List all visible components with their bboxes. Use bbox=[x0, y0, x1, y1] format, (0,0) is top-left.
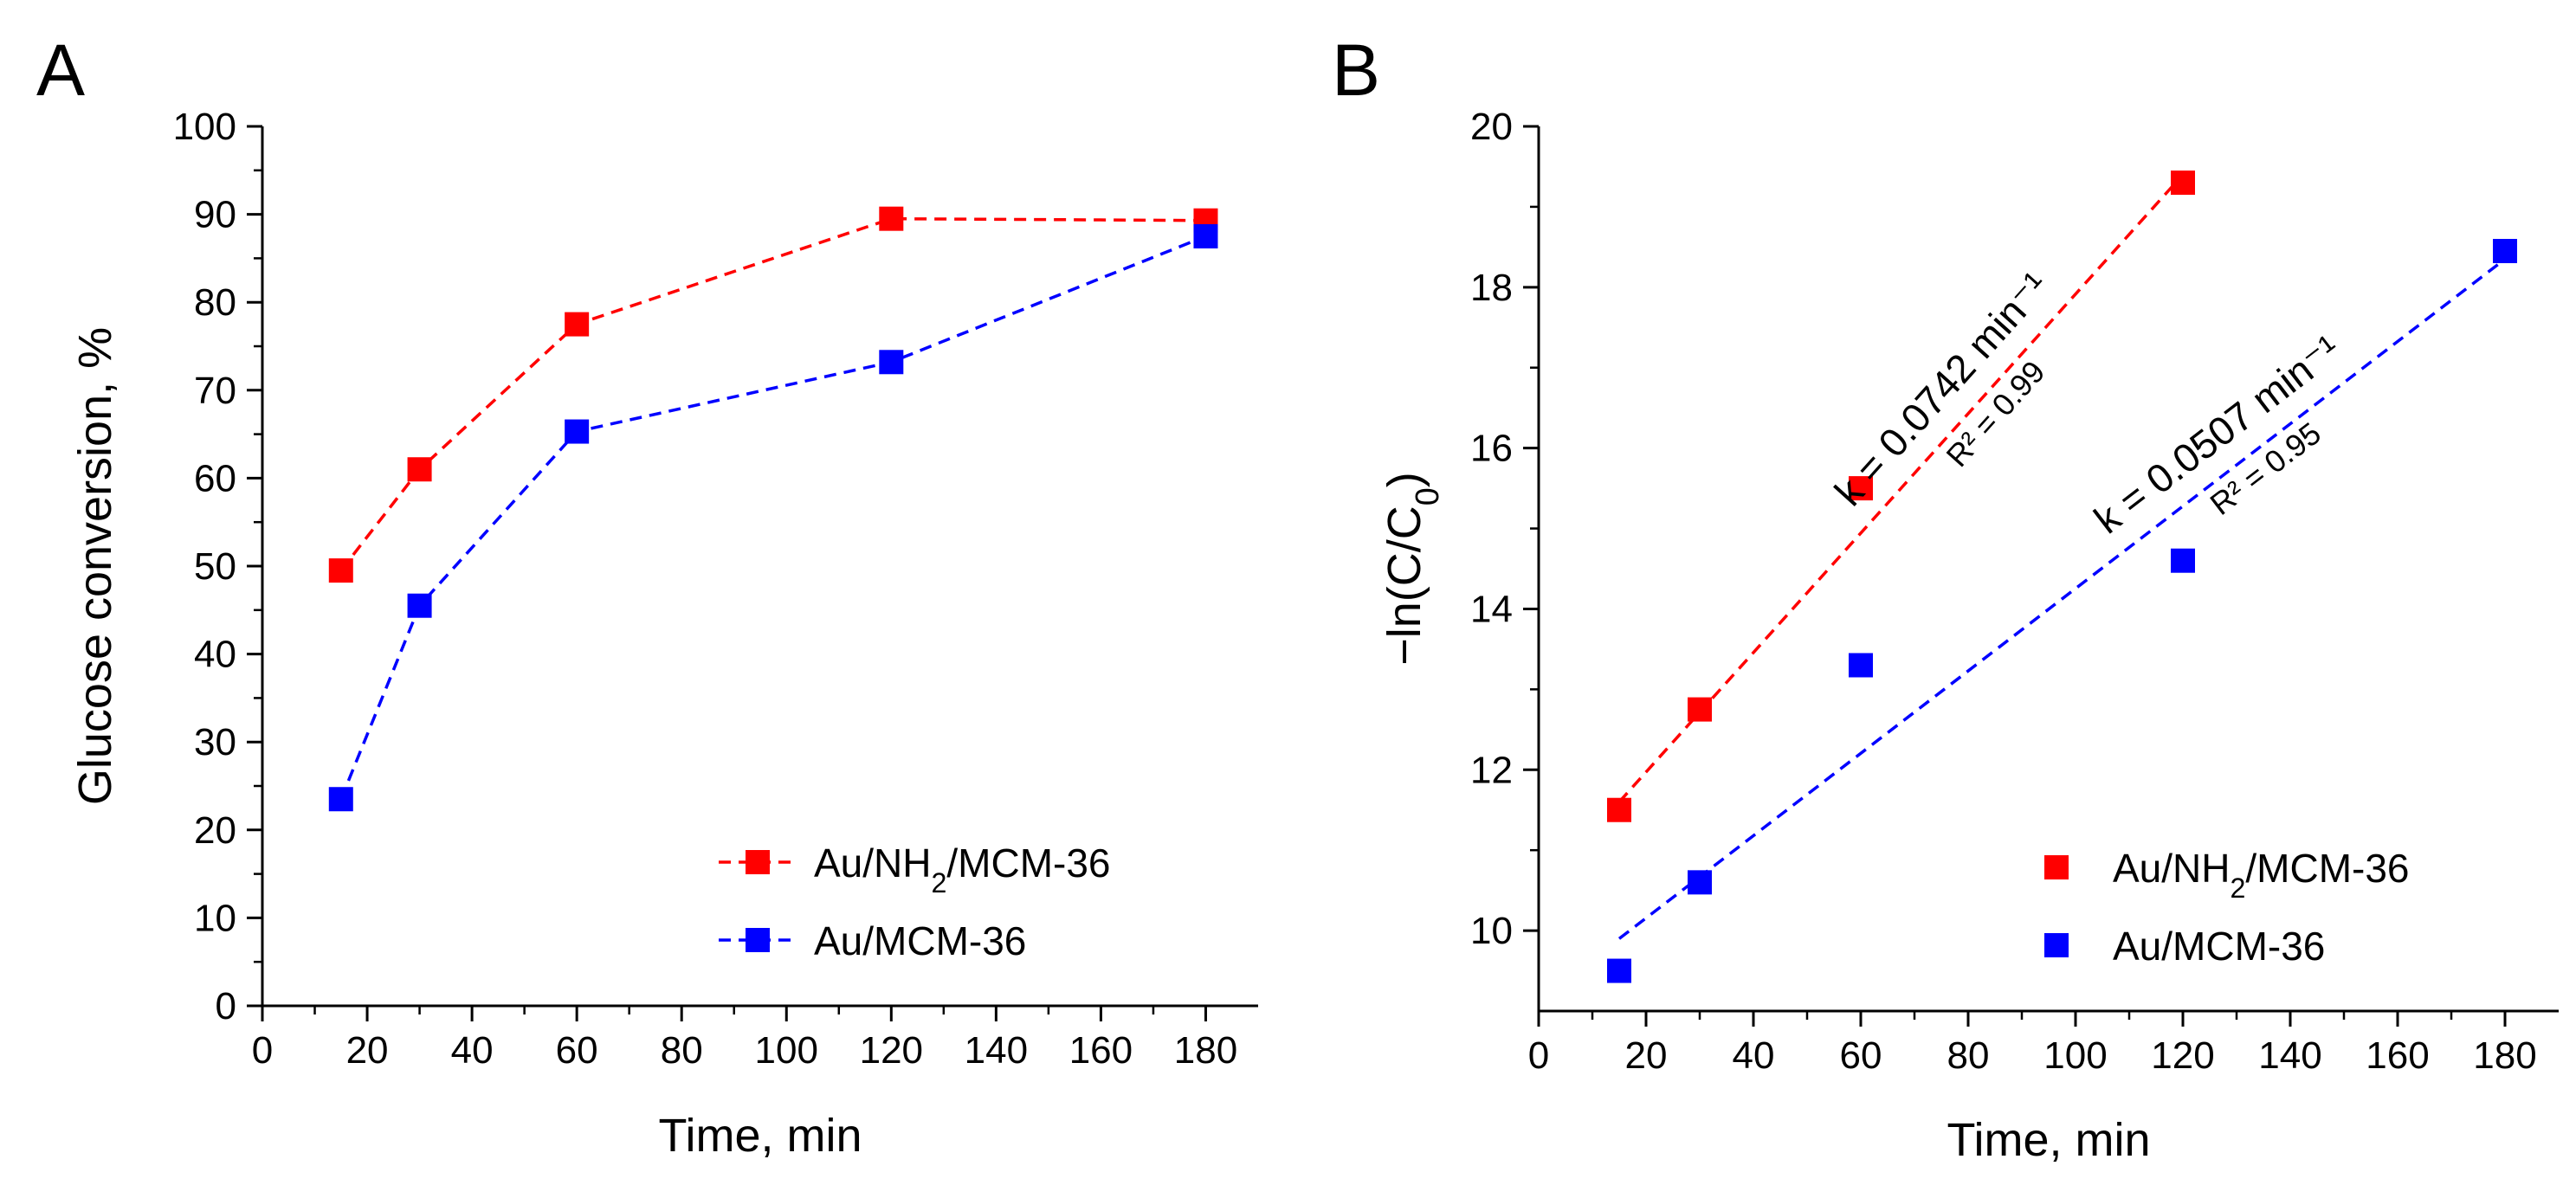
x-tick-label: 140 bbox=[965, 1029, 1028, 1072]
legend-label: Au/MCM-36 bbox=[814, 918, 1026, 963]
panel-b-chart: B 0 20 40 60 80 100 120 140 160 180 10 12 14 16 18 20 Tim… bbox=[1332, 29, 2559, 1166]
data-point bbox=[565, 312, 590, 337]
x-tick-label: 80 bbox=[1947, 1034, 1990, 1077]
data-point bbox=[1688, 697, 1712, 722]
x-tick-label: 120 bbox=[2151, 1034, 2214, 1077]
x-tick-label: 160 bbox=[2366, 1034, 2429, 1077]
legend: Au/NH2/MCM-36 Au/MCM-36 bbox=[2044, 846, 2410, 969]
y-tick-label: 0 bbox=[216, 985, 236, 1027]
legend: Au/NH2/MCM-36 Au/MCM-36 bbox=[719, 841, 1111, 963]
y-tick-label: 20 bbox=[194, 809, 236, 852]
y-tick-label: 30 bbox=[194, 721, 236, 763]
x-tick-label: 120 bbox=[860, 1029, 923, 1072]
series-2 bbox=[328, 224, 1218, 812]
x-axis-label: Time, min bbox=[658, 1110, 862, 1162]
panel-a-chart: A 0 20 40 60 80 100 120 140 160 180 0 10 20 30 40 50 60 70… bbox=[36, 29, 1258, 1162]
x-tick-label: 40 bbox=[1733, 1034, 1775, 1077]
y-tick-label: 10 bbox=[1470, 910, 1513, 952]
y-tick-label: 70 bbox=[194, 370, 236, 412]
x-tick-label: 20 bbox=[346, 1029, 389, 1072]
data-point bbox=[1193, 224, 1218, 248]
x-tick-label: 160 bbox=[1069, 1029, 1133, 1072]
fit-annotation: k = 0.0507 min⁻¹R² = 0.95 bbox=[2086, 326, 2348, 543]
y-tick-label: 40 bbox=[194, 634, 236, 676]
y-tick-label: 12 bbox=[1470, 749, 1513, 791]
x-tick-label: 180 bbox=[2473, 1034, 2536, 1077]
x-tick-label: 0 bbox=[252, 1029, 273, 1072]
series-line bbox=[339, 235, 1207, 800]
data-point bbox=[1607, 797, 1631, 822]
y-axis-label: −ln(C/C0) bbox=[1378, 472, 1446, 666]
y-tick-label: 50 bbox=[194, 545, 236, 588]
y-tick-label: 60 bbox=[194, 457, 236, 499]
data-point bbox=[407, 457, 432, 482]
data-point bbox=[565, 419, 590, 444]
legend-marker bbox=[2044, 855, 2069, 879]
x-axis-label: Time, min bbox=[1947, 1114, 2150, 1166]
data-point bbox=[1607, 958, 1631, 983]
y-tick-label: 100 bbox=[173, 106, 236, 148]
data-point bbox=[328, 558, 353, 583]
data-point bbox=[2171, 548, 2195, 573]
fit-line bbox=[1617, 257, 2507, 940]
series-line bbox=[339, 216, 1206, 572]
data-point bbox=[2493, 239, 2517, 264]
y-tick-label: 90 bbox=[194, 194, 236, 236]
data-point bbox=[407, 593, 432, 618]
x-tick-label: 60 bbox=[556, 1029, 598, 1072]
panel-letter: B bbox=[1332, 29, 1380, 111]
data-point bbox=[879, 350, 904, 375]
series-1 bbox=[328, 206, 1218, 583]
x-tick-label: 60 bbox=[1840, 1034, 1882, 1077]
y-tick-label: 10 bbox=[194, 897, 236, 939]
x-tick-label: 40 bbox=[451, 1029, 494, 1072]
x-tick-label: 180 bbox=[1174, 1029, 1237, 1072]
y-tick-label: 16 bbox=[1470, 428, 1513, 470]
legend-label: Au/NH2/MCM-36 bbox=[814, 841, 1111, 898]
x-tick-label: 100 bbox=[2043, 1034, 2107, 1077]
x-tick-label: 80 bbox=[661, 1029, 703, 1072]
x-tick-label: 0 bbox=[1528, 1034, 1549, 1077]
legend-label: Au/NH2/MCM-36 bbox=[2113, 846, 2410, 904]
y-tick-label: 18 bbox=[1470, 267, 1513, 309]
x-tick-label: 100 bbox=[755, 1029, 818, 1072]
fit-annotation: k = 0.0742 min⁻¹R² = 0.99 bbox=[1826, 263, 2058, 514]
fit-line bbox=[1617, 173, 2185, 803]
data-point bbox=[2171, 171, 2195, 196]
x-tick-label: 20 bbox=[1625, 1034, 1668, 1077]
data-point bbox=[1849, 653, 1873, 678]
y-tick-label: 14 bbox=[1470, 588, 1513, 630]
panel-letter: A bbox=[36, 29, 85, 111]
data-point bbox=[328, 787, 353, 812]
y-tick-label: 20 bbox=[1470, 106, 1513, 148]
y-axis-label: Glucose conversion, % bbox=[69, 327, 121, 805]
x-tick-label: 140 bbox=[2258, 1034, 2321, 1077]
legend-marker bbox=[746, 928, 770, 952]
legend-marker bbox=[2044, 933, 2069, 957]
y-tick-label: 80 bbox=[194, 281, 236, 324]
data-point bbox=[1688, 870, 1712, 895]
data-point bbox=[879, 206, 904, 231]
legend-marker bbox=[746, 850, 770, 874]
data-point bbox=[1849, 476, 1873, 501]
legend-label: Au/MCM-36 bbox=[2113, 924, 2325, 969]
